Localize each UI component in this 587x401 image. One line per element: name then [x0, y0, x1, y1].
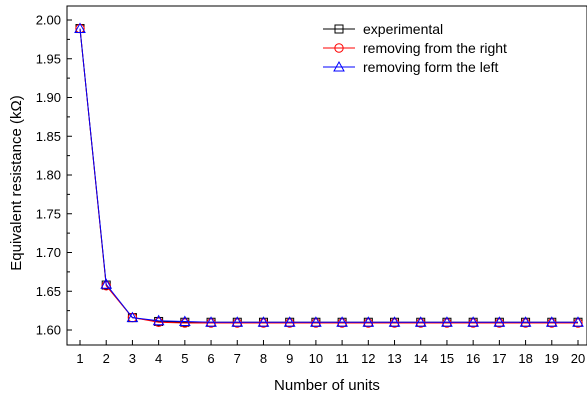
series-line	[79, 28, 578, 324]
data-point	[178, 315, 191, 326]
data-point	[336, 316, 348, 327]
x-tick-label: 14	[414, 351, 428, 366]
data-point	[416, 318, 426, 328]
y-axis: 1.60 1.65 1.70 1.75 1.80 1.85 1.90 1.95 2.00	[36, 13, 72, 338]
y-tick-label: 1.80	[36, 168, 61, 183]
series-line	[79, 28, 578, 323]
data-point	[547, 318, 557, 328]
data-point	[572, 316, 584, 327]
x-tick-label: 3	[129, 351, 136, 366]
series-layer	[74, 22, 584, 328]
data-point	[441, 316, 453, 327]
legend-label: experimental	[363, 21, 443, 37]
data-point	[284, 318, 295, 328]
y-tick-label: 1.60	[36, 323, 61, 338]
data-point	[467, 316, 480, 327]
y-tick-label: 2.00	[36, 13, 61, 28]
x-axis: 1 2 3 4 5 6 7 8 9 10 11 12 13 14 15 16 17 18 19 20	[76, 340, 585, 366]
data-point	[206, 318, 216, 328]
data-point	[258, 318, 269, 328]
x-tick-label: 10	[309, 351, 323, 366]
legend-item: removing from the right	[323, 40, 507, 56]
data-point	[442, 318, 452, 328]
y-tick-label: 1.75	[36, 206, 61, 221]
series-line	[79, 28, 578, 323]
data-point	[494, 318, 505, 328]
x-tick-label: 4	[155, 351, 162, 366]
x-tick-label: 7	[234, 351, 241, 366]
data-point	[231, 316, 244, 327]
data-point	[232, 318, 242, 328]
plot-border	[66, 5, 587, 346]
x-tick-label: 6	[207, 351, 214, 366]
x-tick-label: 8	[260, 351, 267, 366]
data-point	[389, 318, 400, 328]
data-point	[310, 316, 322, 327]
data-point	[311, 318, 321, 328]
x-tick-label: 11	[335, 351, 349, 366]
x-tick-label: 18	[518, 351, 532, 366]
data-point	[363, 318, 374, 328]
series-group	[75, 24, 583, 327]
y-tick-label: 1.85	[36, 129, 61, 144]
x-tick-label: 20	[571, 351, 585, 366]
y-tick-label: 1.65	[36, 284, 61, 299]
data-point	[126, 311, 139, 323]
legend-label: removing from the right	[363, 40, 507, 56]
legend-item: removing form the left	[323, 59, 498, 75]
x-tick-label: 16	[466, 351, 480, 366]
series-group	[75, 23, 583, 328]
data-point	[205, 316, 217, 327]
data-point	[388, 316, 401, 327]
legend-marker	[333, 60, 345, 72]
data-point	[100, 278, 113, 289]
data-point	[520, 318, 531, 328]
series-group	[74, 22, 584, 327]
data-point	[545, 316, 558, 327]
y-tick-label: 1.95	[36, 51, 61, 66]
legend-label: removing form the left	[363, 59, 498, 75]
data-point	[362, 316, 375, 327]
legend-item: experimental	[323, 21, 443, 37]
y-tick-label: 1.90	[36, 90, 61, 105]
x-tick-label: 2	[103, 351, 110, 366]
data-point	[414, 316, 427, 327]
data-point	[152, 314, 165, 326]
data-point	[283, 316, 296, 327]
legend-marker	[334, 24, 344, 34]
x-tick-label: 17	[492, 351, 506, 366]
x-tick-label: 19	[545, 351, 559, 366]
data-point	[573, 318, 583, 328]
data-point	[519, 316, 532, 327]
legend-marker	[334, 43, 344, 53]
x-axis-title: Number of units	[274, 377, 380, 394]
data-point	[337, 318, 347, 328]
data-point	[468, 318, 478, 328]
legend: experimental removing from the right remov…	[323, 21, 507, 75]
x-tick-label: 13	[387, 351, 401, 366]
x-tick-label: 1	[76, 351, 83, 366]
x-tick-label: 12	[361, 351, 375, 366]
y-axis-title: Equivalent resistance (kΩ)	[8, 95, 25, 270]
data-point	[74, 22, 86, 34]
y-tick-label: 1.70	[36, 245, 61, 260]
data-point	[257, 316, 270, 327]
x-tick-label: 5	[181, 351, 188, 366]
x-tick-label: 15	[440, 351, 454, 366]
data-point	[493, 316, 506, 327]
x-tick-label: 9	[286, 351, 293, 366]
plot-frame	[66, 5, 587, 346]
